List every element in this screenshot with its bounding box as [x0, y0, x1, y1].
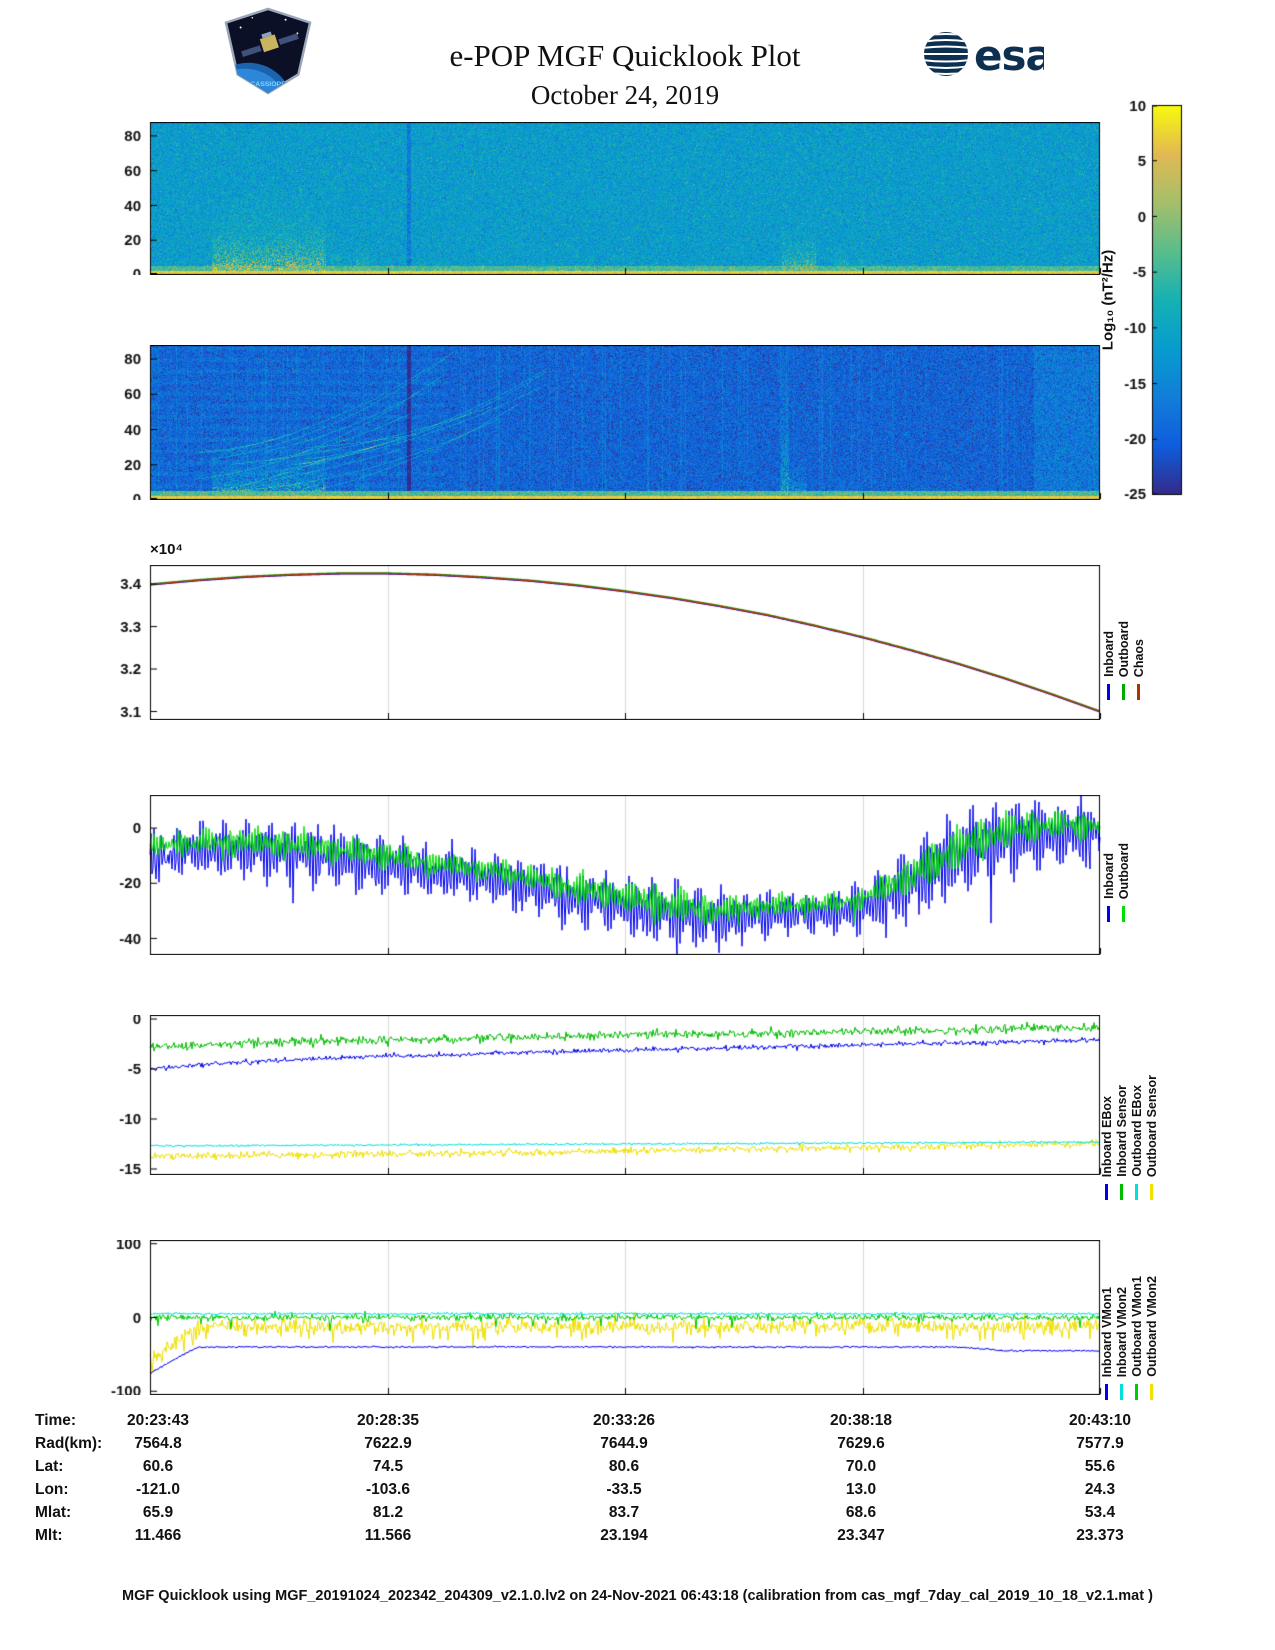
- esa-logo: esa: [922, 28, 1054, 80]
- legend-entry: Outboard VMon2: [1144, 1276, 1159, 1400]
- legend-entry: Outboard Sensor: [1144, 1074, 1159, 1200]
- info-cell: 24.3: [1084, 1481, 1116, 1498]
- info-cell: 20:28:35: [356, 1412, 420, 1429]
- info-cell: 13.0: [845, 1481, 877, 1498]
- info-cell: 20:33:26: [592, 1412, 656, 1429]
- legend-label: Outboard VMon1: [1129, 1276, 1144, 1377]
- info-cell: 23.373: [1076, 1527, 1124, 1544]
- temperature-canvas: [85, 1015, 1105, 1175]
- info-cell: 23.347: [837, 1527, 885, 1544]
- legend-swatch: [1135, 1384, 1138, 1400]
- info-cell: 20:43:10: [1068, 1412, 1132, 1429]
- info-row-label: Mlat:: [35, 1504, 72, 1521]
- legend-label: Outboard VMon2: [1144, 1276, 1159, 1377]
- model-measured-canvas: [85, 795, 1105, 955]
- page-title: e-POP MGF Quicklook Plot: [449, 38, 801, 73]
- info-cell: -121.0: [136, 1481, 180, 1498]
- esa-logo-graphic: esa: [924, 31, 1054, 80]
- info-cell: 23.194: [600, 1527, 648, 1544]
- info-row-label: Rad(km):: [35, 1435, 103, 1452]
- mission-patch-logo: CASSIOPE: [218, 6, 318, 96]
- info-cell: 81.2: [372, 1504, 404, 1521]
- legend-swatch: [1137, 684, 1140, 700]
- info-row-label: Time:: [35, 1412, 77, 1429]
- info-cell: 7564.8: [134, 1435, 182, 1452]
- legend-swatch: [1122, 684, 1125, 700]
- legend-entry: Inboard EBox: [1099, 1095, 1114, 1200]
- legend-entry: Inboard VMon2: [1114, 1286, 1129, 1400]
- info-cell: 20:38:18: [829, 1412, 893, 1429]
- legend-entry: Inboard: [1101, 853, 1116, 922]
- legend-swatch: [1120, 1384, 1123, 1400]
- voltage-canvas: [85, 1240, 1105, 1395]
- info-cell: 11.566: [364, 1527, 412, 1544]
- voltage-legend: Inboard VMon1 Inboard VMon2 Outboard VMo…: [1099, 1238, 1159, 1400]
- legend-label: Inboard: [1101, 853, 1116, 899]
- legend-entry: Inboard Sensor: [1114, 1085, 1129, 1200]
- legend-label: Outboard EBox: [1129, 1085, 1144, 1177]
- esa-logo-text: esa: [974, 31, 1044, 80]
- total-field-scale-label: ×10⁴: [150, 541, 183, 558]
- inboard-spectrogram-canvas: [85, 345, 1105, 500]
- legend-label: Inboard VMon1: [1099, 1286, 1114, 1377]
- info-cell: -103.6: [366, 1481, 410, 1498]
- info-cell: 70.0: [845, 1458, 877, 1475]
- info-cell: 80.6: [608, 1458, 640, 1475]
- legend-swatch: [1150, 1384, 1153, 1400]
- legend-swatch: [1107, 906, 1110, 922]
- legend-label: Outboard: [1116, 620, 1131, 677]
- info-cell: 7622.9: [364, 1435, 412, 1452]
- info-cell: 68.6: [845, 1504, 877, 1521]
- legend-entry: Inboard VMon1: [1099, 1286, 1114, 1400]
- colorbar-canvas: [1090, 100, 1200, 505]
- legend-swatch: [1107, 684, 1110, 700]
- legend-swatch: [1105, 1184, 1108, 1200]
- legend-entry: Outboard: [1116, 620, 1131, 700]
- legend-swatch: [1120, 1184, 1123, 1200]
- info-cell: 11.466: [134, 1527, 182, 1544]
- info-cell: 53.4: [1084, 1504, 1116, 1521]
- legend-swatch: [1122, 906, 1125, 922]
- info-row-label: Lon:: [35, 1481, 69, 1498]
- footer-caption: MGF Quicklook using MGF_20191024_202342_…: [122, 1588, 1153, 1604]
- info-cell: 83.7: [608, 1504, 640, 1521]
- info-cell: 7629.6: [837, 1435, 885, 1452]
- mission-patch-graphic: CASSIOPE: [224, 7, 312, 95]
- legend-label: Inboard VMon2: [1114, 1286, 1129, 1377]
- info-cell: 60.6: [142, 1458, 174, 1475]
- legend-swatch: [1105, 1384, 1108, 1400]
- page-date: October 24, 2019: [530, 80, 720, 110]
- legend-entry: Outboard: [1116, 842, 1131, 922]
- mission-patch-text: CASSIOPE: [250, 81, 286, 88]
- legend-label: Inboard Sensor: [1114, 1085, 1129, 1177]
- model-measured-legend: Inboard Outboard: [1101, 797, 1131, 922]
- total-field-legend: Inboard Outboard Chaos: [1101, 570, 1146, 700]
- info-row-label: Lat:: [35, 1458, 64, 1475]
- info-cell: 7644.9: [600, 1435, 648, 1452]
- info-cell: 65.9: [142, 1504, 174, 1521]
- info-cell: 20:23:43: [126, 1412, 190, 1429]
- legend-swatch: [1150, 1184, 1153, 1200]
- total-field-canvas: [85, 565, 1105, 720]
- legend-entry: Chaos: [1131, 638, 1146, 700]
- legend-label: Inboard: [1101, 631, 1116, 677]
- info-cell: 74.5: [372, 1458, 404, 1475]
- legend-entry: Outboard EBox: [1129, 1085, 1144, 1200]
- info-row-label: Mlt:: [35, 1527, 63, 1544]
- legend-label: Outboard: [1116, 842, 1131, 899]
- info-cell: -33.5: [606, 1481, 642, 1498]
- info-cell: 55.6: [1084, 1458, 1116, 1475]
- legend-label: Chaos: [1131, 638, 1146, 677]
- legend-entry: Inboard: [1101, 631, 1116, 700]
- legend-label: Inboard EBox: [1099, 1095, 1114, 1177]
- temperature-legend: Inboard EBox Inboard Sensor Outboard EBo…: [1099, 1015, 1159, 1200]
- info-cell: 7577.9: [1076, 1435, 1124, 1452]
- legend-label: Outboard Sensor: [1144, 1074, 1159, 1177]
- outboard-spectrogram-canvas: [85, 122, 1105, 275]
- legend-swatch: [1135, 1184, 1138, 1200]
- legend-entry: Outboard VMon1: [1129, 1276, 1144, 1400]
- colorbar-label: Log₁₀ (nT²/Hz): [1099, 249, 1117, 351]
